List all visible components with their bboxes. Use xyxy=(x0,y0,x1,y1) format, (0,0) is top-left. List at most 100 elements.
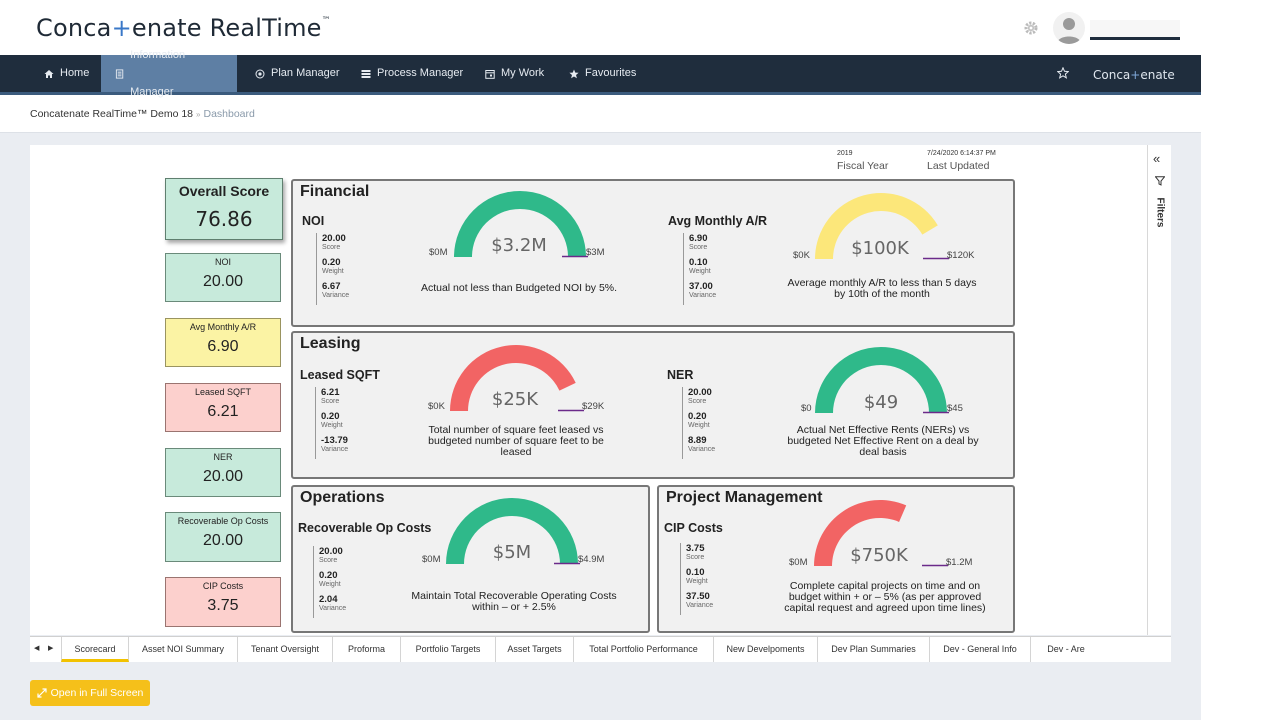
avatar[interactable] xyxy=(1053,12,1085,44)
tab-dev-general-info[interactable]: Dev - General Info xyxy=(930,637,1031,662)
score-tile-label: NER xyxy=(213,452,233,462)
breadcrumb: Concatenate RealTime™ Demo 18» Dashboard xyxy=(30,108,255,120)
home-icon xyxy=(44,69,54,78)
last-updated-value: 7/24/2020 6:14:37 PM xyxy=(927,150,996,157)
score-tile-value: 6.90 xyxy=(207,338,239,355)
gauge-min-label: $0K xyxy=(428,401,445,412)
stat-weight-value: 0.20 xyxy=(321,411,340,422)
stat-variance-value: -13.79 xyxy=(321,435,348,446)
stat-variance-label: Variance xyxy=(686,602,714,609)
stat-score-value: 20.00 xyxy=(322,233,346,244)
nav-favourites-label: Favourites xyxy=(585,67,637,79)
leased-sqft-gauge xyxy=(450,345,584,412)
nav-plan-manager[interactable]: Plan Manager xyxy=(241,55,354,92)
gauge-track xyxy=(899,505,946,566)
nav-process-manager[interactable]: Process Manager xyxy=(347,55,477,92)
nav-plan-manager-label: Plan Manager xyxy=(271,67,340,79)
collapse-chevron-icon[interactable]: « xyxy=(1153,151,1161,166)
calendar-icon xyxy=(485,69,495,79)
kpi-name-avg-monthly-ar: Avg Monthly A/R xyxy=(668,214,768,228)
kpi-name-ner: NER xyxy=(667,368,694,382)
tab-asset-targets[interactable]: Asset Targets xyxy=(496,637,574,662)
tab-total-portfolio-performance[interactable]: Total Portfolio Performance xyxy=(574,637,714,662)
overall-score-card: Overall Score 76.86 xyxy=(165,178,283,240)
target-icon xyxy=(255,69,265,78)
score-tile-label: CIP Costs xyxy=(202,581,244,591)
breadcrumb-root[interactable]: Concatenate RealTime™ Demo 18 xyxy=(30,108,194,120)
avg-monthly-ar-gauge xyxy=(815,193,949,260)
gauge-max-label: $4.9M xyxy=(578,554,605,565)
score-tile-recoverable-op-costs: Recoverable Op Costs 20.00 xyxy=(165,512,281,562)
gauge-value-label: $100K xyxy=(851,238,909,259)
kpi-stats-noi: 20.00 Score 0.20 Weight 6.67 Variance xyxy=(316,233,376,305)
gauge-value-label: $3.2M xyxy=(491,235,547,256)
stat-score-label: Score xyxy=(688,398,707,405)
stat-score-label: Score xyxy=(689,244,708,251)
app-logo[interactable]: Conca+enate RealTime™ xyxy=(36,14,331,42)
expand-icon xyxy=(36,688,47,698)
gauge-value-label: $49 xyxy=(863,392,899,413)
nav-my-work-label: My Work xyxy=(501,67,545,79)
stat-weight-label: Weight xyxy=(686,578,708,585)
stat-score-value: 6.90 xyxy=(689,233,708,244)
stat-weight-label: Weight xyxy=(319,581,341,588)
kpi-name-cip-costs: CIP Costs xyxy=(664,521,723,535)
panel-title: Leasing xyxy=(300,335,361,352)
kpi-stats-cip: 3.75 Score 0.10 Weight 37.50 Variance xyxy=(680,543,740,615)
gauge-max-label: $3M xyxy=(586,247,605,258)
report-page-tabs: ◀ ▶ Scorecard Asset NOI Summary Tenant O… xyxy=(30,636,1171,662)
score-tile-label: Leased SQFT xyxy=(194,387,252,397)
stat-weight-label: Weight xyxy=(688,422,710,429)
tab-scroll-left-icon[interactable]: ◀ xyxy=(34,645,40,652)
user-name-field[interactable] xyxy=(1090,20,1180,40)
nav-my-work[interactable]: My Work xyxy=(471,55,558,92)
tab-dev-plan-summaries[interactable]: Dev Plan Summaries xyxy=(818,637,930,662)
kpi-name-noi: NOI xyxy=(302,214,325,228)
breadcrumb-current: Dashboard xyxy=(203,108,255,120)
stat-weight-label: Weight xyxy=(689,268,711,275)
stat-weight-value: 0.20 xyxy=(688,411,707,422)
nav-home[interactable]: Home xyxy=(30,55,103,92)
recoverable-op-costs-gauge xyxy=(446,498,580,565)
gauge-value-arc xyxy=(446,498,578,564)
stat-weight-value: 0.20 xyxy=(319,570,338,581)
filters-pane[interactable]: « Filters xyxy=(1147,145,1171,635)
open-full-screen-button[interactable]: Open in Full Screen xyxy=(30,680,150,706)
main-navbar: Home Information Manager Plan Manager Pr… xyxy=(0,49,1201,98)
kpi-desc-noi: Actual not less than Budgeted NOI by 5%. xyxy=(420,282,618,294)
tab-proforma[interactable]: Proforma xyxy=(333,637,401,662)
tab-dev-are[interactable]: Dev - Are xyxy=(1047,644,1085,654)
panel-title: Operations xyxy=(300,489,385,506)
stat-weight-label: Weight xyxy=(321,422,343,429)
stat-variance-label: Variance xyxy=(689,292,717,299)
gear-icon[interactable] xyxy=(1023,20,1039,36)
tab-scorecard[interactable]: Scorecard xyxy=(61,637,129,662)
tab-portfolio-targets[interactable]: Portfolio Targets xyxy=(401,637,496,662)
star-icon xyxy=(569,69,579,78)
kpi-stats-ner: 20.00 Score 0.20 Weight 8.89 Variance xyxy=(682,387,742,459)
gauge-value-arc xyxy=(450,345,576,411)
nav-process-manager-label: Process Manager xyxy=(377,67,464,79)
favourite-star-icon[interactable] xyxy=(1057,67,1069,79)
tab-asset-noi-summary[interactable]: Asset NOI Summary xyxy=(129,637,238,662)
score-tile-value: 20.00 xyxy=(202,273,244,290)
gauge-max-label: $29K xyxy=(582,401,605,412)
score-tile-value: 20.00 xyxy=(202,468,244,485)
stat-score-label: Score xyxy=(321,398,340,405)
stat-score-value: 20.00 xyxy=(688,387,712,398)
nav-information-manager[interactable]: Information Manager xyxy=(101,49,237,98)
gauge-value-arc xyxy=(814,500,907,566)
tab-new-developments[interactable]: New Develpoments xyxy=(714,637,818,662)
nav-favourites[interactable]: Favourites xyxy=(555,55,650,92)
stat-variance-value: 2.04 xyxy=(319,594,338,605)
gauge-value-label: $750K xyxy=(850,545,908,566)
tab-scroll-right-icon[interactable]: ▶ xyxy=(48,645,54,652)
kpi-desc-ner: Actual Net Effective Rents (NERs) vs budg… xyxy=(787,424,979,458)
stat-score-label: Score xyxy=(686,554,705,561)
kpi-stats-sqft: 6.21 Score 0.20 Weight -13.79 Variance xyxy=(315,387,375,459)
stat-variance-value: 6.67 xyxy=(322,281,341,292)
stat-score-value: 20.00 xyxy=(319,546,343,557)
overall-score-value: 76.86 xyxy=(195,207,253,231)
tab-tenant-oversight[interactable]: Tenant Oversight xyxy=(238,637,333,662)
